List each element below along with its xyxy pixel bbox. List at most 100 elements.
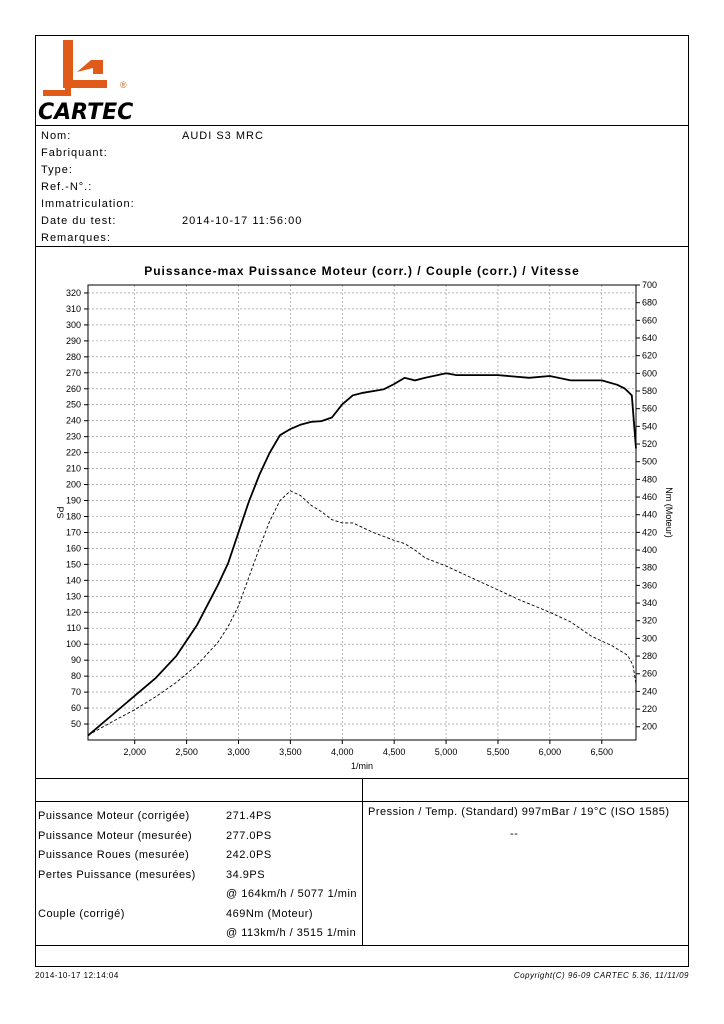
x-tick-label: 3,500	[279, 747, 302, 757]
info-label: Remarques:	[41, 232, 111, 244]
torque-series-line	[87, 372, 637, 737]
stat-value: 469Nm (Moteur)	[226, 907, 314, 920]
info-label: Fabriquant:	[41, 147, 108, 159]
x-axis-label: 1/min	[351, 761, 373, 771]
plot-area	[87, 284, 637, 741]
y2-tick-label: 380	[642, 563, 657, 573]
y2-tick-label: 540	[642, 421, 657, 431]
y-tick-label: 160	[66, 543, 81, 553]
y-tick-label: 170	[66, 527, 81, 537]
stat-label: Puissance Moteur (mesurée)	[38, 829, 193, 842]
y-tick-label: 220	[66, 448, 81, 458]
registered-mark: ®	[120, 80, 127, 90]
footer-copyright: Copyright(C) 96-09 CARTEC 5.36, 11/11/09	[513, 971, 689, 980]
info-label: Type:	[41, 164, 73, 176]
y-tick-label: 90	[71, 655, 81, 665]
footer-timestamp: 2014-10-17 12:14:04	[35, 971, 119, 980]
y-tick-label: 100	[66, 639, 81, 649]
y2-tick-label: 200	[642, 722, 657, 732]
stat-value: 277.0PS	[226, 829, 272, 842]
y-tick-label: 290	[66, 336, 81, 346]
stat-value: 242.0PS	[226, 849, 272, 861]
y-tick-label: 130	[66, 591, 81, 601]
y2-tick-label: 240	[642, 686, 657, 696]
y-tick-label: 70	[71, 687, 81, 697]
report-frame	[35, 35, 689, 967]
pressure-temp: Pression / Temp. (Standard) 997mBar / 19…	[368, 806, 670, 818]
stat-label: Pertes Puissance (mesurées)	[38, 868, 196, 881]
y2-tick-label: 440	[642, 510, 657, 520]
y-tick-label: 230	[66, 432, 81, 442]
y2-tick-label: 640	[642, 333, 657, 343]
y-tick-label: 270	[66, 368, 81, 378]
y-tick-label: 210	[66, 464, 81, 474]
y2-tick-label: 420	[642, 527, 657, 537]
stats-bottom-divider	[35, 945, 689, 946]
y-tick-label: 60	[71, 703, 81, 713]
pressure-sub: --	[510, 828, 519, 840]
x-tick-label: 2,000	[123, 747, 146, 757]
y-tick-label: 300	[66, 320, 81, 330]
y2-tick-label: 680	[642, 298, 657, 308]
y2-tick-label: 300	[642, 633, 657, 643]
y-tick-label: 280	[66, 352, 81, 362]
y2-tick-label: 400	[642, 545, 657, 555]
x-tick-label: 6,500	[590, 747, 613, 757]
y-axis-label: PS	[55, 506, 65, 518]
stat-value: @ 113km/h / 3515 1/min	[226, 927, 357, 939]
dyno-chart: 2,000 2,500 3,000 3,500 4,000 4,500 5,000 5,500…	[55, 280, 674, 771]
x-tick-label: 5,500	[487, 747, 510, 757]
info-value: AUDI S3 MRC	[182, 130, 264, 142]
cartec-logo-icon	[43, 40, 107, 96]
stat-label: Puissance Roues (mesurée)	[38, 849, 190, 861]
info-value: 2014-10-17 11:56:00	[182, 215, 303, 227]
header-divider	[35, 125, 689, 126]
x-tick-label: 4,000	[331, 747, 354, 757]
y2-tick-label: 700	[642, 280, 657, 290]
y2-tick-label: 360	[642, 580, 657, 590]
y-tick-label: 180	[66, 511, 81, 521]
y-tick-label: 250	[66, 400, 81, 410]
power-series-line	[87, 490, 637, 736]
stat-value: @ 164km/h / 5077 1/min	[226, 888, 358, 900]
x-tick-label: 2,500	[175, 747, 198, 757]
y2-tick-label: 520	[642, 439, 657, 449]
y2-tick-label: 260	[642, 669, 657, 679]
y2-tick-label: 580	[642, 386, 657, 396]
x-tick-label: 3,000	[227, 747, 250, 757]
x-tick-label: 5,000	[435, 747, 458, 757]
y-tick-label: 110	[67, 623, 81, 633]
info-divider	[35, 246, 689, 247]
stats-column-divider	[362, 778, 363, 945]
y-tick-label: 320	[66, 288, 81, 298]
y2-tick-label: 560	[642, 404, 657, 414]
y2-tick-label: 340	[642, 598, 657, 608]
y-tick-label: 190	[66, 496, 81, 506]
info-label: Nom:	[41, 130, 72, 142]
logo-text: CARTEC	[38, 100, 134, 125]
y-tick-label: 240	[66, 416, 81, 426]
y-tick-label: 50	[71, 719, 81, 729]
chart-title: Puissance-max Puissance Moteur (corr.) /…	[144, 264, 580, 278]
y2-tick-label: 320	[642, 616, 657, 626]
y-tick-label: 200	[66, 480, 81, 490]
info-label: Date du test:	[41, 215, 117, 227]
info-label: Ref.-N°.:	[41, 181, 93, 193]
y2-tick-label: 220	[642, 704, 657, 714]
stat-value: 34.9PS	[226, 868, 266, 881]
y-tick-label: 120	[66, 607, 81, 617]
y2-axis-label: Nm (Moteur)	[664, 487, 674, 538]
y-tick-label: 150	[66, 559, 81, 569]
x-tick-label: 6,000	[539, 747, 562, 757]
y2-tick-label: 500	[642, 457, 657, 467]
y-tick-label: 310	[66, 304, 81, 314]
stat-value: 271.4PS	[226, 810, 272, 822]
x-tick-label: 4,500	[383, 747, 406, 757]
y2-tick-label: 620	[642, 351, 657, 361]
stat-label: Couple (corrigé)	[38, 907, 125, 920]
y2-tick-label: 280	[642, 651, 657, 661]
y-tick-label: 260	[66, 384, 81, 394]
y2-tick-label: 480	[642, 474, 657, 484]
y-tick-label: 80	[71, 671, 81, 681]
y2-tick-label: 460	[642, 492, 657, 502]
